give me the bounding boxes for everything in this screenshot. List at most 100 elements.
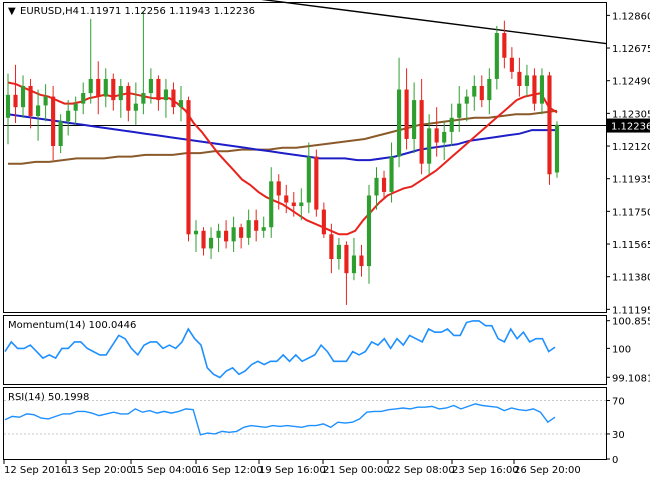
candle-body [389,156,394,192]
time-tick-label: 26 Sep 20:00 [514,465,581,476]
candle-body [419,100,424,164]
ohlc-label: 1.11971 1.12256 1.11943 1.12236 [80,6,255,17]
candle-body [359,255,364,267]
price-tick-label: 1.11195 [612,305,650,316]
rsi-panel-frame [3,387,607,460]
candle-body [517,71,522,86]
price-tick-label: 1.11935 [612,175,650,186]
candle-body [472,85,477,97]
candle-body [321,209,326,235]
rsi-tick-label: 0 [612,455,618,466]
time-tick-label: 21 Sep 00:00 [323,465,390,476]
candle-body [171,89,176,108]
momentum-plot [4,320,556,379]
candle-body [13,94,18,108]
candle-body [412,100,417,139]
candle-body [547,75,552,175]
momentum-tick-label: 99.1081 [612,373,650,384]
price-tick-label: 1.12675 [612,44,650,55]
candle-body [208,237,214,249]
price-tick-label: 1.12120 [612,142,650,153]
time-tick-label: 23 Sep 16:00 [452,465,519,476]
price-tick-label: 1.11380 [612,273,650,284]
time-tick-label: 22 Sep 08:00 [388,465,455,476]
candle-body [291,202,296,207]
candle-body [5,94,11,118]
momentum-tick-label: 100.855 [612,317,650,328]
candle-body [524,75,529,86]
price-tick-label: 1.12860 [612,11,650,22]
time-tick-label: 15 Sep 04:00 [131,465,198,476]
candle-body [269,181,274,228]
candle-body [284,195,289,203]
main-plot [4,0,607,305]
candle-body [186,100,191,235]
momentum-tick-label: 100 [612,344,631,355]
candle-body [148,78,153,94]
candle-body [28,85,33,117]
candle-body [51,96,56,147]
candle-body [381,177,387,192]
rsi-line [4,403,556,436]
candle-body [427,128,432,164]
momentum-panel-frame [3,315,607,385]
rsi-tick-label: 30 [612,430,625,441]
sma-mid-line [7,113,557,162]
candle-body [344,244,349,274]
candle-body [239,227,244,238]
price-tick-label: 1.11565 [612,240,650,251]
candle-body [261,227,266,231]
candle-body [193,230,199,235]
candle-body [141,93,146,104]
candle-body [276,181,281,196]
rsi-tick-label: 70 [612,397,625,408]
candle-body [163,89,168,101]
time-tick-label: 13 Sep 20:00 [66,465,133,476]
rsi-title: RSI(14) 50.1998 [8,392,89,403]
time-tick-label: 16 Sep 12:00 [196,465,263,476]
candle-body [457,103,462,118]
axes: 1.12860 1.12675 1.12490 1.12305 1.12120 1.119… [3,11,650,476]
candle-body [231,227,236,242]
candle-body [374,177,379,196]
candle-body [254,220,259,231]
candle-body [509,57,514,72]
candle-body [329,234,334,260]
candle-body [178,100,184,108]
time-tick-label: 19 Sep 16:00 [259,465,326,476]
candle-body [111,78,116,101]
candle-body [36,105,41,117]
rsi-plot [4,400,606,436]
candle-body [502,33,507,58]
candle-body [66,110,71,122]
candle-body [554,124,560,173]
candle-body [434,128,439,143]
candle-body [539,75,545,104]
candle-body [404,89,409,139]
momentum-title: Momentum(14) 100.0446 [8,320,136,331]
candle-body [397,89,402,157]
candle-body [449,117,454,132]
candle-body [366,195,372,267]
current-price-box [607,118,650,133]
momentum-line [4,320,556,379]
candle-body [133,103,138,111]
candle-body [336,244,341,260]
candle-body [487,78,492,101]
sma-long-line [8,109,558,165]
candle-body [126,85,131,111]
candle-body [20,85,26,108]
price-tick-label: 1.11750 [612,207,650,218]
candle-body [81,93,86,104]
candle-body [103,78,108,97]
candle-body [299,202,304,207]
candle-body [306,156,311,203]
candle-body [351,255,357,274]
dropdown-arrow-icon[interactable]: ▼ [8,6,16,17]
candle-body [224,230,229,242]
candle-body [532,75,537,104]
candle-body [494,33,499,79]
candle-body [43,96,48,106]
